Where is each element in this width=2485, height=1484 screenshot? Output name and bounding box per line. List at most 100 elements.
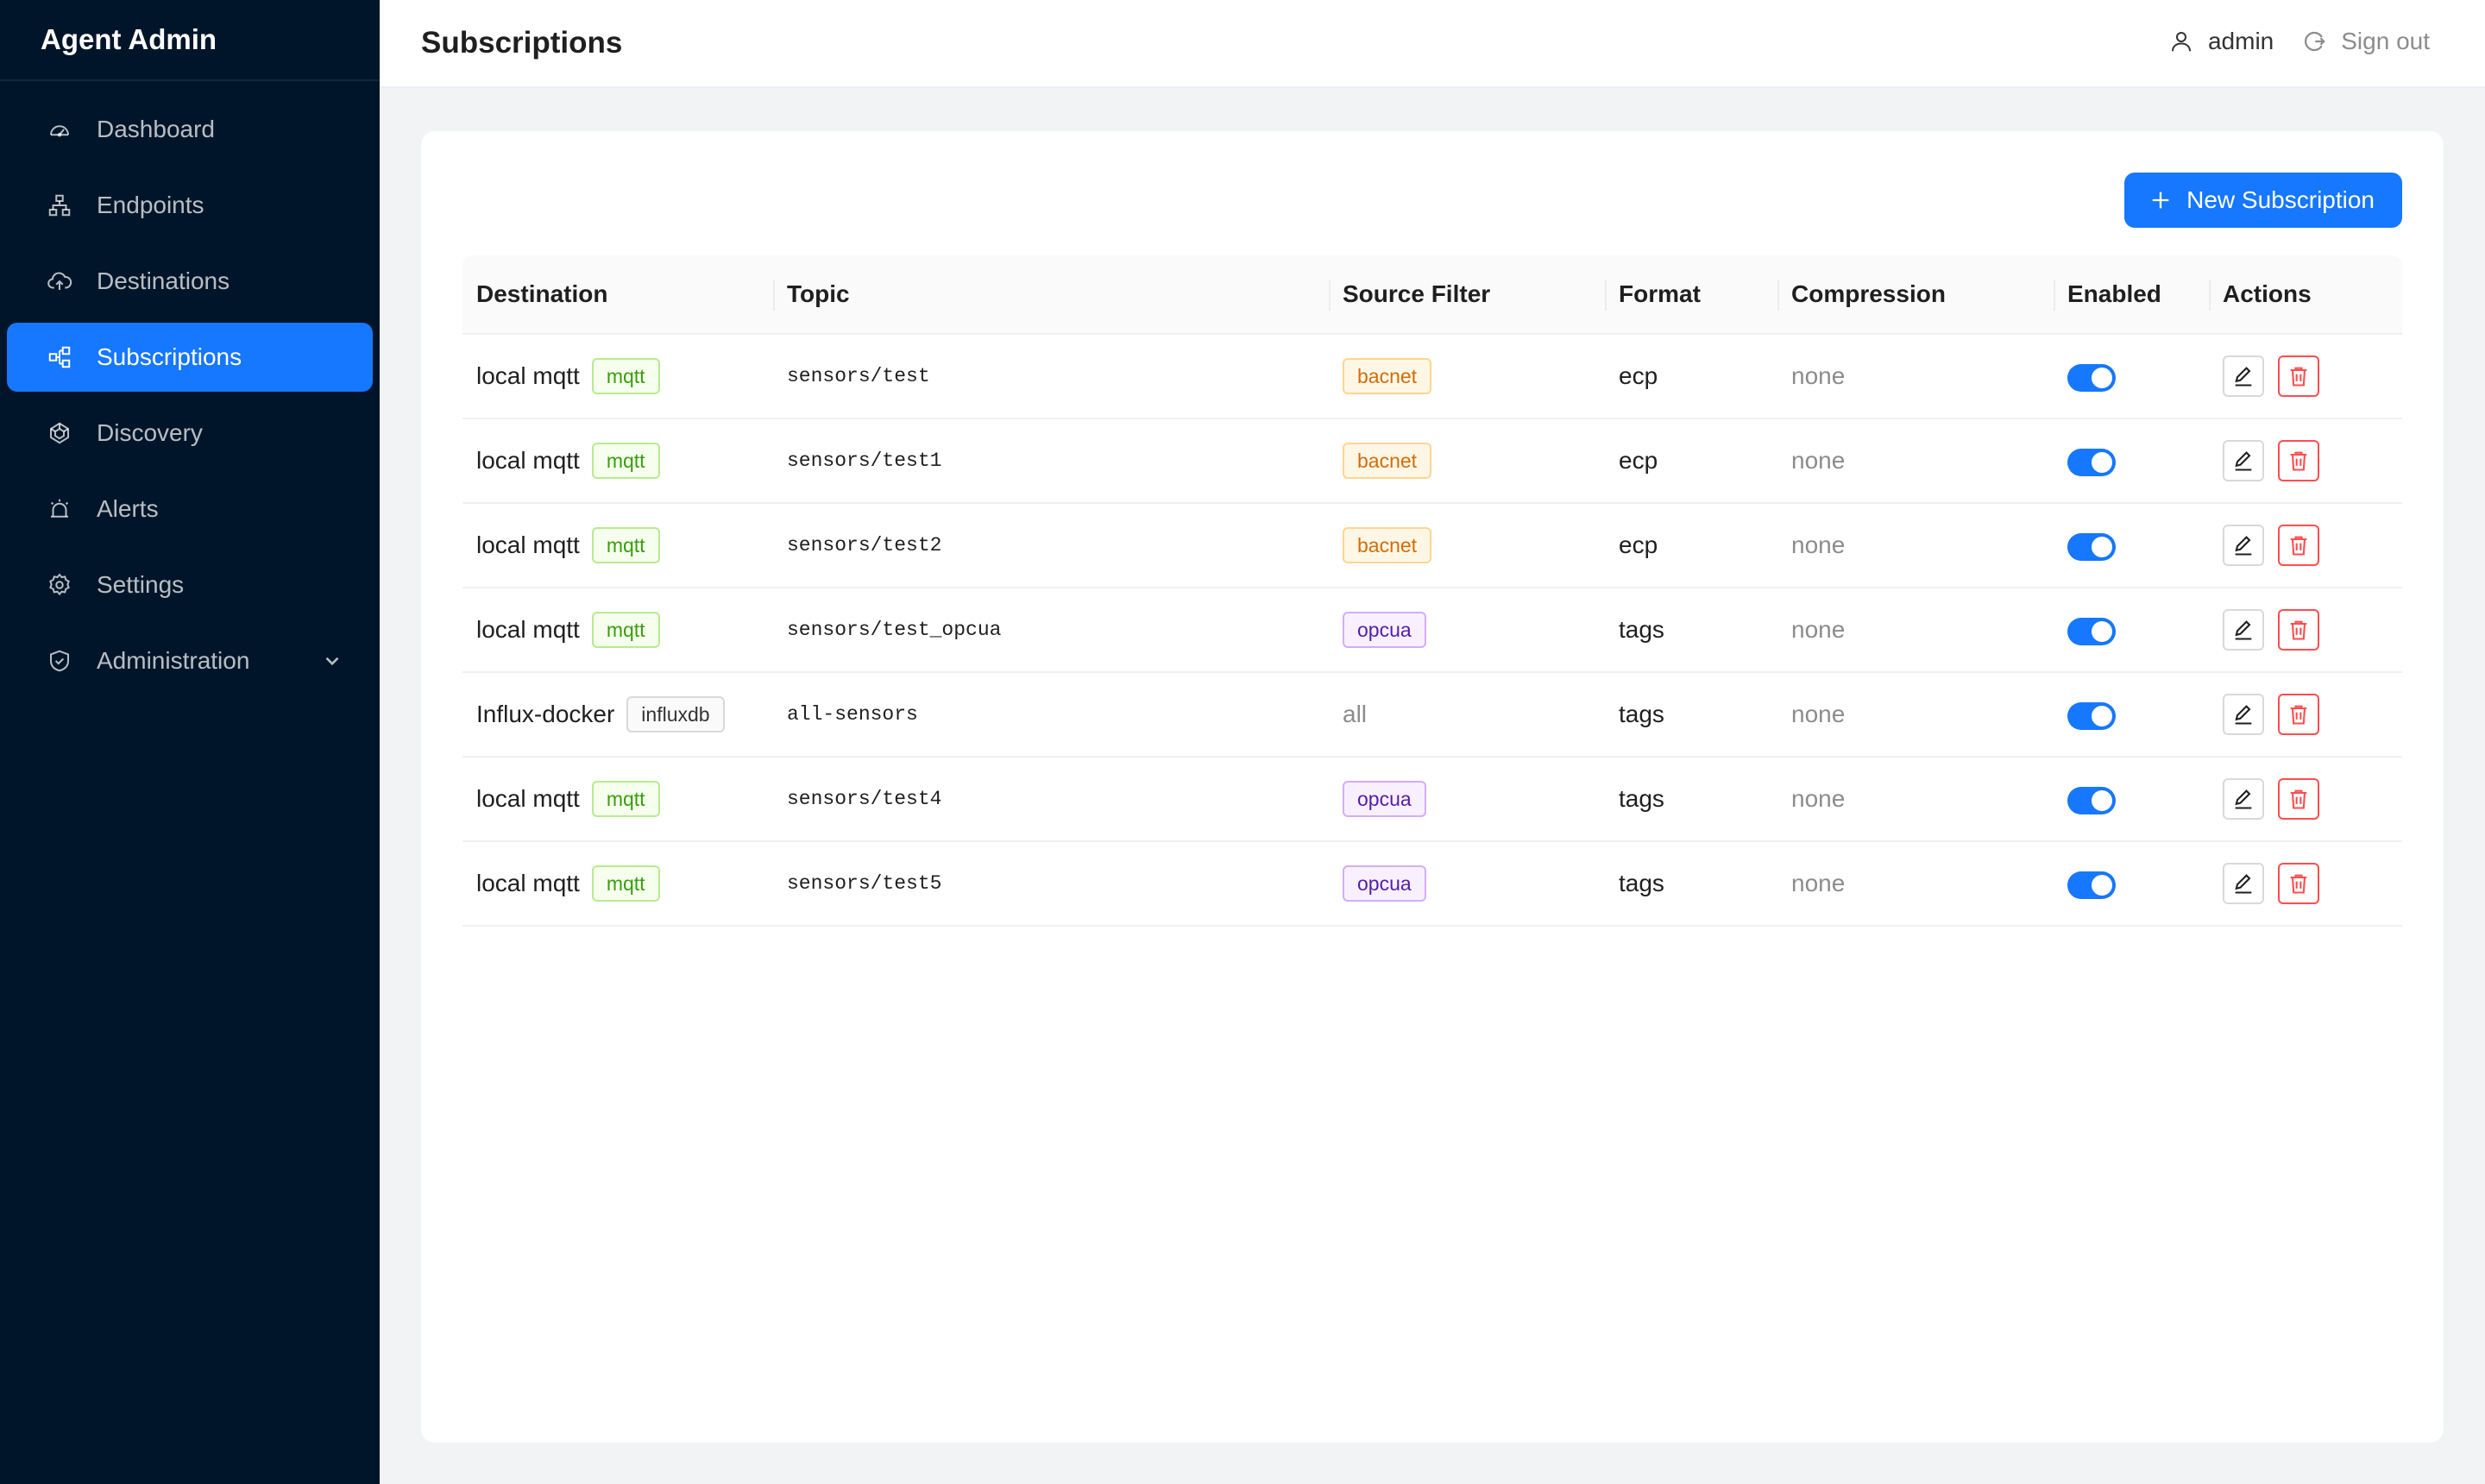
sidebar-menu: Dashboard Endpoints Destinations Subscri…: [0, 81, 380, 695]
cluster-icon: [47, 192, 72, 218]
source-filter-tag: opcua: [1343, 612, 1426, 648]
sign-out-button[interactable]: Sign out: [2301, 28, 2430, 55]
column-header-topic[interactable]: Topic: [773, 255, 1329, 333]
delete-button[interactable]: [2278, 440, 2319, 481]
sidebar-item-label: Endpoints: [97, 192, 204, 218]
enabled-toggle[interactable]: [2067, 364, 2116, 392]
sign-out-label: Sign out: [2341, 28, 2430, 54]
sidebar-item-endpoints[interactable]: Endpoints: [7, 171, 373, 240]
sidebar-item-subscriptions[interactable]: Subscriptions: [7, 323, 373, 392]
edit-button[interactable]: [2223, 863, 2264, 904]
enabled-cell: [2054, 335, 2209, 418]
table-body: local mqtt mqtt sensors/test bacnet ecp …: [462, 335, 2402, 927]
delete-button[interactable]: [2278, 525, 2319, 566]
topic-cell: sensors/test: [787, 365, 930, 387]
edit-icon: [2235, 367, 2252, 387]
user-area: admin Sign out: [2168, 28, 2430, 55]
delete-button[interactable]: [2278, 609, 2319, 651]
table-row: local mqtt mqtt sensors/test1 bacnet ecp…: [462, 419, 2402, 504]
enabled-toggle[interactable]: [2067, 533, 2116, 561]
destination-cell: local mqtt mqtt: [462, 758, 773, 840]
edit-button[interactable]: [2223, 778, 2264, 820]
destination-type-tag: mqtt: [591, 358, 660, 394]
column-header-compression[interactable]: Compression: [1777, 255, 2054, 333]
source-filter-cell: bacnet: [1329, 335, 1605, 418]
table-row: local mqtt mqtt sensors/test2 bacnet ecp…: [462, 504, 2402, 588]
user-name[interactable]: admin: [2207, 28, 2274, 54]
delete-button[interactable]: [2278, 355, 2319, 397]
chevron-down-icon[interactable]: [321, 650, 343, 672]
actions-cell: [2209, 419, 2402, 502]
enabled-toggle[interactable]: [2067, 787, 2116, 814]
sidebar-item-label: Alerts: [97, 495, 159, 522]
topic-cell: sensors/test2: [787, 534, 942, 556]
edit-button[interactable]: [2223, 609, 2264, 651]
edit-button[interactable]: [2223, 525, 2264, 566]
edit-icon: [2235, 874, 2252, 894]
new-subscription-button[interactable]: New Subscription: [2124, 173, 2402, 228]
destination-type-tag: mqtt: [591, 443, 660, 479]
sidebar-item-label: Destinations: [97, 267, 230, 294]
destination-type-tag: mqtt: [591, 527, 660, 563]
sidebar-item-label: Discovery: [97, 419, 203, 446]
sidebar-item-alerts[interactable]: Alerts: [7, 475, 373, 544]
sidebar-item-label: Administration: [97, 647, 250, 674]
delete-icon: [2290, 451, 2307, 471]
sidebar-item-dashboard[interactable]: Dashboard: [7, 95, 373, 164]
sidebar-item-destinations[interactable]: Destinations: [7, 247, 373, 316]
logout-icon: [2305, 31, 2326, 52]
page-title: Subscriptions: [421, 26, 623, 60]
delete-button[interactable]: [2278, 694, 2319, 735]
toggle-knob: [2092, 875, 2112, 896]
delete-icon: [2290, 874, 2307, 894]
delete-icon: [2290, 536, 2307, 556]
format-cell: tags: [1619, 870, 1664, 896]
table-header: Destination Topic Source Filter Format C…: [462, 255, 2402, 335]
destination-type-tag: influxdb: [626, 696, 725, 733]
actions-cell: [2209, 673, 2402, 756]
subscriptions-card: New Subscription Destination Topic Sourc…: [421, 131, 2444, 1443]
destination-name: local mqtt: [476, 870, 580, 896]
source-filter-cell: opcua: [1329, 842, 1605, 925]
compression-cell: none: [1791, 362, 1846, 389]
table-row: Influx-docker influxdb all-sensors all t…: [462, 673, 2402, 758]
topic-cell: all-sensors: [787, 703, 918, 726]
delete-button[interactable]: [2278, 778, 2319, 820]
edit-icon: [2235, 536, 2252, 556]
source-filter-tag: opcua: [1343, 781, 1426, 817]
sidebar-item-administration[interactable]: Administration: [7, 626, 373, 695]
destination-cell: local mqtt mqtt: [462, 842, 773, 925]
edit-button[interactable]: [2223, 355, 2264, 397]
source-filter-cell: bacnet: [1329, 504, 1605, 587]
column-header-destination[interactable]: Destination: [476, 280, 608, 307]
destination-name: Influx-docker: [476, 701, 615, 727]
compression-cell: none: [1791, 616, 1846, 643]
enabled-toggle[interactable]: [2067, 702, 2116, 730]
column-header-enabled[interactable]: Enabled: [2054, 255, 2209, 333]
destination-type-tag: mqtt: [591, 865, 660, 902]
delete-button[interactable]: [2278, 863, 2319, 904]
toggle-knob: [2092, 452, 2112, 473]
enabled-toggle[interactable]: [2067, 871, 2116, 899]
destination-cell: Influx-docker influxdb: [462, 673, 773, 756]
compression-cell: none: [1791, 785, 1846, 812]
source-filter-cell: bacnet: [1329, 419, 1605, 502]
sidebar-item-label: Settings: [97, 571, 185, 598]
column-header-source-filter[interactable]: Source Filter: [1329, 255, 1605, 333]
table-row: local mqtt mqtt sensors/test4 opcua tags…: [462, 758, 2402, 842]
enabled-toggle[interactable]: [2067, 618, 2116, 645]
destination-name: local mqtt: [476, 362, 580, 389]
user-icon: [2171, 32, 2191, 52]
edit-button[interactable]: [2223, 440, 2264, 481]
sidebar-item-discovery[interactable]: Discovery: [7, 399, 373, 468]
destination-cell: local mqtt mqtt: [462, 419, 773, 502]
edit-button[interactable]: [2223, 694, 2264, 735]
source-filter-cell: opcua: [1329, 758, 1605, 840]
cloud-upload-icon: [47, 268, 72, 294]
sidebar-item-settings[interactable]: Settings: [7, 550, 373, 619]
column-header-format[interactable]: Format: [1605, 255, 1777, 333]
topic-cell: sensors/test_opcua: [787, 619, 1002, 641]
source-filter-tag: bacnet: [1343, 358, 1432, 394]
format-cell: ecp: [1619, 447, 1658, 474]
enabled-toggle[interactable]: [2067, 449, 2116, 476]
